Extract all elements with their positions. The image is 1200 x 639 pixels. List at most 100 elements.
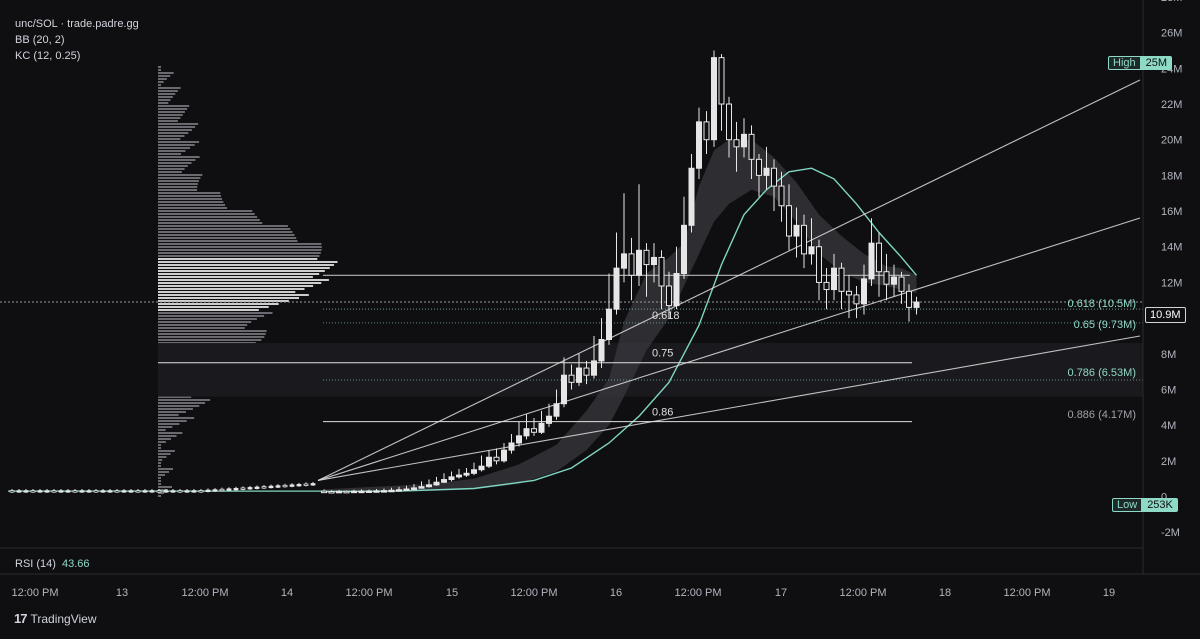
symbol-title[interactable]: unc/SOL · trade.padre.gg <box>15 18 139 30</box>
y-axis-tick-label: 26M <box>1161 28 1182 40</box>
volume-profile-bar <box>158 321 252 323</box>
volume-profile-bar <box>158 468 173 470</box>
volume-profile-bar <box>158 189 198 191</box>
bullish-candle-body <box>711 57 717 141</box>
volume-profile-bar <box>158 342 256 344</box>
volume-profile-bar <box>158 261 338 263</box>
x-axis-tick-label: 12:00 PM <box>345 587 392 599</box>
fib-zone <box>158 343 1143 397</box>
volume-profile-bar <box>158 69 161 71</box>
volume-profile-bar <box>158 99 171 101</box>
bullish-candle-body <box>651 256 657 266</box>
volume-profile-bar <box>158 426 173 428</box>
candle-body <box>9 490 15 493</box>
x-axis-tick-label: 15 <box>446 587 458 599</box>
volume-profile-bar <box>158 276 313 278</box>
bearish-candle-body <box>823 281 830 291</box>
volume-profile-bar <box>158 432 183 434</box>
indicator-legend: unc/SOL · trade.padre.gg BB (20, 2) KC (… <box>15 16 139 64</box>
last-price-badge: 10.9M <box>1145 307 1186 323</box>
kc-indicator-label[interactable]: KC (12, 0.25) <box>15 50 81 62</box>
volume-profile-bar <box>158 120 178 122</box>
bullish-candle-body <box>366 490 372 493</box>
bearish-candle-body <box>726 103 732 141</box>
candle-body <box>72 490 78 493</box>
volume-profile-bar <box>158 252 321 254</box>
volume-profile-bar <box>158 423 180 425</box>
bearish-candle-body <box>328 491 335 494</box>
candle-body <box>282 484 288 488</box>
volume-profile-bar <box>158 198 222 200</box>
volume-profile-bar <box>158 318 257 320</box>
y-axis-tick-label: 12M <box>1161 277 1182 289</box>
volume-profile-bar <box>158 159 196 161</box>
volume-profile-bar <box>158 396 192 398</box>
candle-body <box>23 490 29 493</box>
fib-ratio-label: 0.86 <box>652 407 673 419</box>
volume-profile-bar <box>158 459 163 461</box>
volume-profile-bar <box>158 330 267 332</box>
rsi-value: 43.66 <box>61 558 90 570</box>
bullish-candle-body <box>433 481 440 486</box>
volume-profile-bar <box>158 411 186 413</box>
candle-body <box>44 490 50 493</box>
candle-body <box>114 490 120 493</box>
candle-body <box>205 489 211 493</box>
bullish-candle-body <box>561 374 567 405</box>
bearish-candle-body <box>748 133 755 160</box>
rsi-legend[interactable]: RSI (14) 43.66 <box>15 558 90 570</box>
volume-profile-bar <box>158 435 177 437</box>
tradingview-logo[interactable]: 17 TradingView <box>14 611 97 626</box>
candle-body <box>135 490 141 493</box>
x-axis-tick-label: 12:00 PM <box>839 587 886 599</box>
volume-profile-bar <box>158 216 258 218</box>
y-axis-tick-label: 6M <box>1161 384 1176 396</box>
candle-body <box>233 487 239 491</box>
volume-profile-bar <box>158 201 224 203</box>
candle-body <box>254 486 260 489</box>
volume-profile-bar <box>158 285 314 287</box>
volume-profile-bar <box>158 207 228 209</box>
volume-profile-bar <box>158 477 161 479</box>
bearish-candle-body <box>343 490 350 494</box>
volume-profile-bar <box>158 90 178 92</box>
high-marker-value: 25M <box>1140 56 1173 70</box>
bullish-candle-body <box>426 484 432 488</box>
bearish-candle-body <box>628 253 635 276</box>
volume-profile-bar <box>158 420 187 422</box>
bullish-candle-body <box>463 472 470 476</box>
bullish-candle-body <box>553 403 560 417</box>
volume-profile-bar <box>158 450 175 452</box>
volume-profile-bar <box>158 297 299 299</box>
candle-body <box>177 490 183 493</box>
volume-profile-bar <box>158 105 190 107</box>
volume-profile-bar <box>158 333 266 335</box>
candle-body <box>303 483 309 486</box>
bullish-candle-body <box>576 367 582 383</box>
volume-profile-bar <box>158 456 167 458</box>
volume-profile-bar <box>158 264 334 266</box>
trendline <box>317 335 1141 481</box>
volume-profile-bar <box>158 453 171 455</box>
volume-profile-bar <box>158 441 166 443</box>
candle-body <box>156 490 162 493</box>
volume-profile-bar <box>158 195 221 197</box>
bullish-candle-body <box>673 273 680 307</box>
volume-profile-bar <box>158 288 305 290</box>
bullish-candle-body <box>351 490 357 494</box>
bullish-candle-body <box>688 167 695 226</box>
candle-body <box>261 486 267 489</box>
candle-body <box>86 490 92 493</box>
candle-body <box>58 490 64 493</box>
volume-profile-bar <box>158 225 288 227</box>
bullish-candle-body <box>486 456 492 467</box>
bullish-candle-body <box>741 133 747 148</box>
bullish-candle-body <box>441 479 447 483</box>
volume-profile-bar <box>158 234 295 236</box>
bb-indicator-label[interactable]: BB (20, 2) <box>15 34 65 46</box>
bearish-candle-body <box>883 271 890 285</box>
volume-profile-bar <box>158 78 167 80</box>
volume-profile-bar <box>158 183 198 185</box>
